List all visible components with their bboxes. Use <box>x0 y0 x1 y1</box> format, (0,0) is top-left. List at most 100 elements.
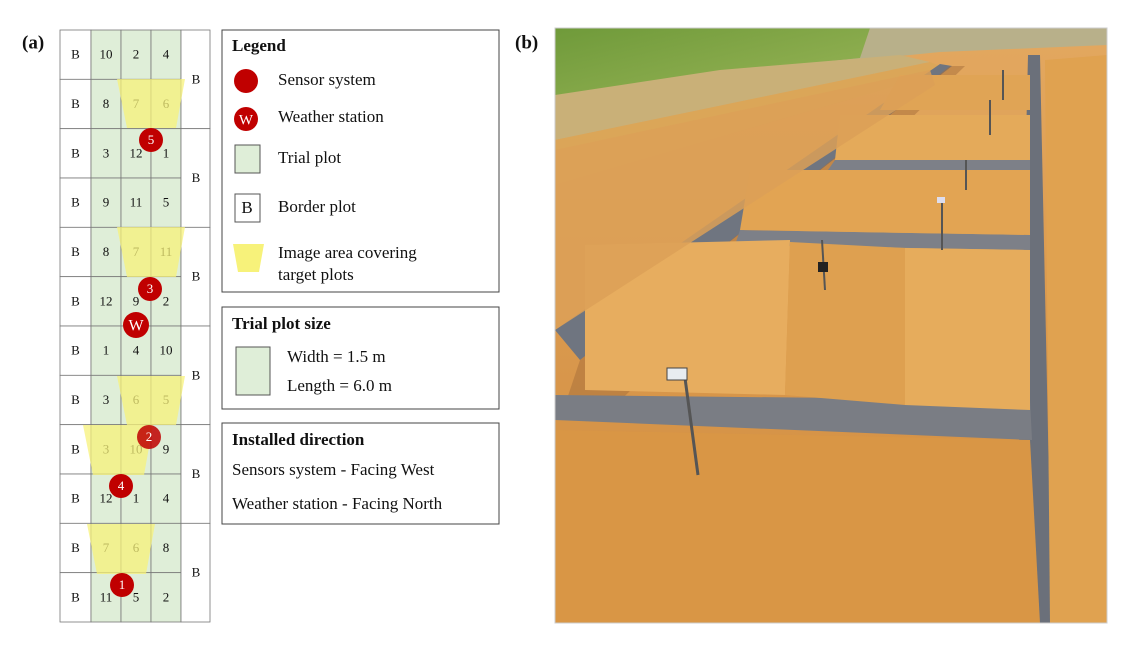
plot-cell <box>59 177 92 228</box>
plot-label: B <box>71 96 80 111</box>
plot-label: 12 <box>100 293 113 308</box>
legend-text: target plots <box>278 265 354 284</box>
border-label: B <box>192 170 201 185</box>
plot-label: B <box>71 441 80 456</box>
plot-label: 5 <box>133 589 140 604</box>
border-cell <box>180 226 211 327</box>
weather-label: W <box>128 318 144 335</box>
legend-text: Trial plot <box>278 148 341 167</box>
plot-cell <box>90 29 122 80</box>
legend-text: Sensor system <box>278 70 376 89</box>
image-area <box>117 79 185 128</box>
border-label: B <box>192 367 201 382</box>
plot-label: 5 <box>163 195 170 210</box>
plot-label: 3 <box>103 392 110 407</box>
plot-label: 4 <box>133 343 140 358</box>
plot-cell <box>150 29 182 80</box>
plot-size-text: Width = 1.5 m <box>287 347 386 366</box>
field-photo <box>554 27 1108 624</box>
plot-cell <box>90 276 122 327</box>
border-label: B <box>192 466 201 481</box>
border-cell <box>180 522 211 623</box>
legend-title: Legend <box>232 36 286 55</box>
plot-cell <box>59 128 92 179</box>
weather-marker <box>123 312 149 338</box>
plot-cell <box>120 29 152 80</box>
image-area <box>87 524 155 574</box>
plot-cell <box>150 325 182 376</box>
sensor-marker <box>109 474 133 498</box>
plot-size-title: Trial plot size <box>232 314 331 333</box>
plot-label: B <box>71 589 80 604</box>
direction-box <box>221 422 500 525</box>
plot-cell <box>150 177 182 228</box>
plot-cell <box>59 29 92 80</box>
plot-label: 10 <box>100 47 113 62</box>
panel-label: (a) <box>22 32 44 53</box>
panel-label: (b) <box>515 32 538 53</box>
plot-label: B <box>71 244 80 259</box>
border-label: B <box>192 71 201 86</box>
legend-text: Border plot <box>278 197 356 216</box>
plot-label: 9 <box>103 195 110 210</box>
plot-cell <box>150 572 182 623</box>
sensor-marker <box>139 128 163 152</box>
sensor-label: 4 <box>118 478 125 493</box>
direction-text: Weather station - Facing North <box>232 494 443 513</box>
plot-label: 1 <box>163 145 170 160</box>
legend-icon-text: B <box>241 198 252 217</box>
border-cell <box>180 128 211 228</box>
plot-label: 8 <box>103 244 110 259</box>
plot-cell <box>59 473 92 524</box>
plot-label: 12 <box>130 145 143 160</box>
plot-label: B <box>71 392 80 407</box>
plot-label: B <box>71 195 80 210</box>
plot-label: 9 <box>163 441 170 456</box>
plot-label: 9 <box>133 293 140 308</box>
plot-label: 10 <box>160 343 173 358</box>
legend-weather-icon <box>234 107 258 131</box>
plot-cell <box>59 325 92 376</box>
plot-label: 1 <box>133 491 140 506</box>
plot-label: 2 <box>163 293 170 308</box>
direction-text: Sensors system - Facing West <box>232 460 435 479</box>
sensor-marker <box>138 277 162 301</box>
border-label: B <box>192 565 201 580</box>
plot-label: 8 <box>103 96 110 111</box>
image-area <box>83 425 153 475</box>
plot-label: 2 <box>163 589 170 604</box>
border-cell <box>180 424 211 524</box>
plot-label: 2 <box>133 47 140 62</box>
legend-icon-text: W <box>239 112 254 128</box>
plot-size-text: Length = 6.0 m <box>287 376 392 395</box>
sensor-label: 2 <box>146 429 153 444</box>
plot-label: B <box>71 47 80 62</box>
sensors: 5 3 2 4 1 W <box>109 128 163 597</box>
legend-border-icon <box>234 193 261 223</box>
legend-box <box>221 29 500 293</box>
sensor-marker <box>110 573 134 597</box>
plot-label: B <box>71 145 80 160</box>
plot-label: 8 <box>163 540 170 555</box>
border-cell <box>180 325 211 426</box>
legend-text: Image area covering <box>278 243 417 262</box>
plot-label: 12 <box>100 491 113 506</box>
plot-size-icon <box>235 346 271 396</box>
plot-cell <box>59 226 92 278</box>
border-cell <box>180 29 211 130</box>
plot-cell <box>120 177 152 228</box>
plot-cell <box>59 522 92 574</box>
image-area <box>117 376 185 425</box>
plot-label: 3 <box>103 145 110 160</box>
plot-label: B <box>71 491 80 506</box>
sensor-label: 3 <box>147 281 154 296</box>
plot-label: B <box>71 293 80 308</box>
direction-title: Installed direction <box>232 430 365 449</box>
legend-text: Weather station <box>278 107 384 126</box>
sensor-marker <box>137 425 161 449</box>
sensor-label: 1 <box>119 577 126 592</box>
legend-sensor-icon <box>234 69 258 93</box>
plot-cell <box>59 78 92 130</box>
plot-cell <box>90 177 122 228</box>
